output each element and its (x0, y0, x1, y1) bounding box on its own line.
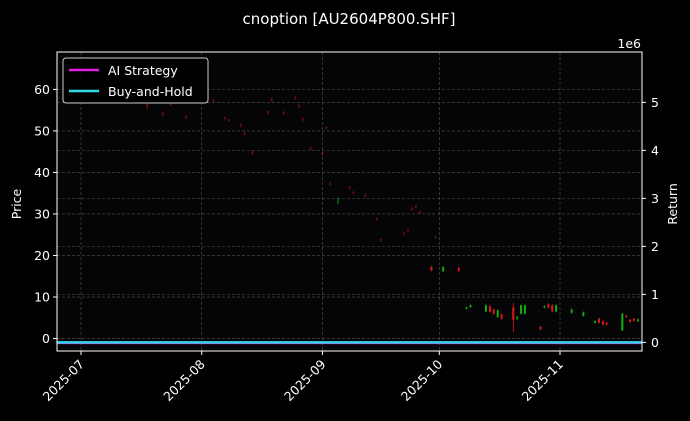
candle (629, 319, 632, 322)
candle (492, 309, 495, 314)
legend-buy-and-hold-label: Buy-and-Hold (108, 84, 193, 99)
candle (146, 103, 149, 109)
candle (403, 232, 406, 235)
candle (227, 119, 230, 121)
candle (488, 306, 491, 312)
candle (434, 236, 437, 239)
y2-tick-label: 2 (651, 239, 659, 254)
legend-ai-strategy-label: AI Strategy (108, 63, 178, 78)
candle (551, 305, 554, 312)
candle (282, 112, 285, 115)
y2-offset-label: 1e6 (617, 36, 641, 51)
candle (605, 322, 608, 325)
candle (407, 229, 410, 232)
candle (496, 310, 499, 317)
return-lines (57, 341, 642, 345)
candle (266, 110, 269, 114)
candlesticks (146, 95, 639, 333)
y2-tick-label: 5 (651, 95, 659, 110)
candle (418, 211, 421, 214)
candle (442, 267, 445, 272)
legend-box (62, 57, 209, 104)
candle (411, 207, 414, 210)
y2-tick-label: 0 (651, 335, 659, 350)
candle (298, 105, 301, 108)
candle (570, 309, 573, 313)
candle (632, 318, 635, 321)
candle (543, 306, 546, 308)
y-tick-label: 20 (34, 248, 50, 263)
x-tick-label: 2025-10 (398, 356, 446, 404)
y-axis-left: 0 10 20 30 40 50 60 (34, 82, 57, 346)
candle (469, 305, 472, 307)
candle (625, 315, 628, 317)
candle (512, 307, 515, 320)
candle (500, 314, 503, 319)
x-tick-label: 2025-09 (281, 356, 329, 404)
y-tick-label: 0 (42, 331, 50, 346)
candle (597, 318, 600, 323)
y-tick-label: 60 (34, 82, 50, 97)
candle (325, 126, 328, 129)
y2-tick-label: 3 (651, 191, 659, 206)
x-tick-label: 2025-07 (40, 357, 88, 405)
x-axis: 2025-07 2025-08 2025-09 2025-10 2025-11 (40, 351, 567, 405)
candle (520, 305, 523, 314)
candle (239, 124, 242, 127)
x-tick-label: 2025-08 (160, 356, 208, 404)
y-tick-label: 50 (34, 123, 50, 138)
candle (555, 305, 558, 312)
candle (523, 305, 526, 314)
plot-frame (56, 51, 643, 352)
candle (185, 116, 188, 119)
candle (465, 307, 468, 309)
candle (301, 118, 304, 121)
candle (243, 132, 246, 136)
y2-tick-label: 4 (651, 143, 659, 158)
y-tick-label: 30 (34, 206, 50, 221)
candle (375, 218, 378, 221)
candle (516, 316, 519, 319)
candle (636, 319, 639, 322)
candle (352, 191, 355, 194)
candle (212, 99, 215, 102)
candle (161, 112, 164, 116)
candle (169, 102, 172, 106)
chart-title: cnoption [AU2604P800.SHF] (243, 10, 456, 28)
candle (594, 321, 597, 323)
candle (582, 312, 585, 316)
candle (337, 198, 340, 204)
candle (251, 150, 254, 154)
candle (539, 326, 542, 330)
candle (414, 205, 417, 208)
y-axis-label: Price (9, 188, 24, 219)
candle (379, 238, 382, 241)
candle (309, 147, 312, 150)
candle (621, 313, 624, 331)
candle (457, 267, 460, 271)
candle (224, 117, 227, 120)
candle (329, 182, 332, 185)
y-tick-label: 40 (34, 165, 50, 180)
candle (485, 305, 488, 312)
candle (294, 96, 297, 100)
candle (430, 267, 433, 271)
candle (321, 152, 324, 155)
y-tick-label: 10 (34, 290, 50, 305)
legend: AI Strategy Buy-and-Hold (62, 57, 209, 104)
x-tick-label: 2025-11 (519, 357, 567, 405)
y-axis-right: 0 1 2 3 4 5 (642, 95, 659, 350)
y2-axis-label: Return (665, 183, 680, 224)
candle (364, 194, 367, 197)
candle (547, 304, 550, 308)
candle (601, 321, 604, 325)
candle (348, 186, 351, 189)
y2-tick-label: 1 (651, 287, 659, 302)
candle (270, 98, 273, 102)
